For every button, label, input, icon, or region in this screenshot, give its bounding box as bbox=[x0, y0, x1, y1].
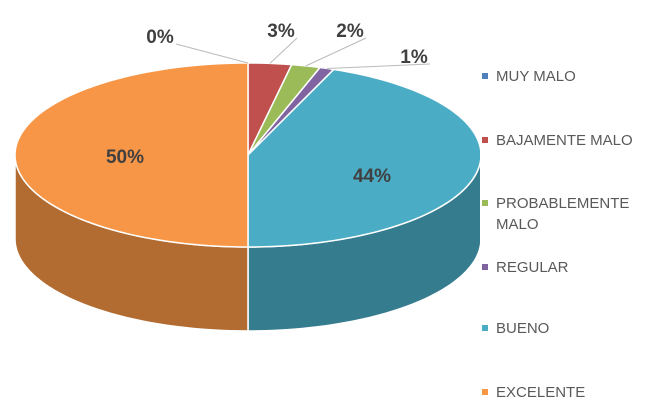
data-label: 3% bbox=[267, 21, 295, 42]
legend-label: PROBABLEMENTE MALO bbox=[496, 195, 630, 233]
data-label: 0% bbox=[146, 27, 174, 48]
legend-label: BUENO bbox=[496, 320, 550, 337]
legend-item: EXCELENTE bbox=[482, 382, 662, 402]
legend-swatch bbox=[482, 73, 488, 79]
legend-swatch bbox=[482, 137, 488, 143]
legend-label: BAJAMENTE MALO bbox=[496, 132, 633, 149]
legend-swatch bbox=[482, 200, 488, 206]
legend-item: REGULAR bbox=[482, 257, 662, 278]
leader-line bbox=[269, 37, 298, 64]
leader-line bbox=[175, 43, 249, 64]
data-label: 50% bbox=[106, 147, 144, 168]
slice bbox=[14, 62, 249, 248]
leader-line bbox=[305, 37, 367, 67]
legend-label: EXCELENTE bbox=[496, 384, 586, 401]
legend-swatch bbox=[482, 389, 488, 395]
legend-item: BAJAMENTE MALO bbox=[482, 130, 662, 151]
pie-chart: 0% 3% 2% 1% 44% 50% bbox=[14, 21, 480, 332]
data-label: 44% bbox=[353, 166, 391, 187]
leader-line bbox=[326, 63, 431, 69]
legend-label: REGULAR bbox=[496, 259, 569, 276]
data-label: 1% bbox=[400, 47, 428, 68]
data-label: 2% bbox=[336, 21, 364, 42]
legend-item: MUY MALO bbox=[482, 66, 662, 87]
slice bbox=[247, 68, 480, 248]
legend-item: BUENO bbox=[482, 318, 662, 339]
legend-swatch bbox=[482, 264, 488, 270]
legend-label: MUY MALO bbox=[496, 68, 576, 85]
legend-swatch bbox=[482, 325, 488, 331]
legend-item: PROBABLEMENTE MALO bbox=[482, 193, 662, 235]
